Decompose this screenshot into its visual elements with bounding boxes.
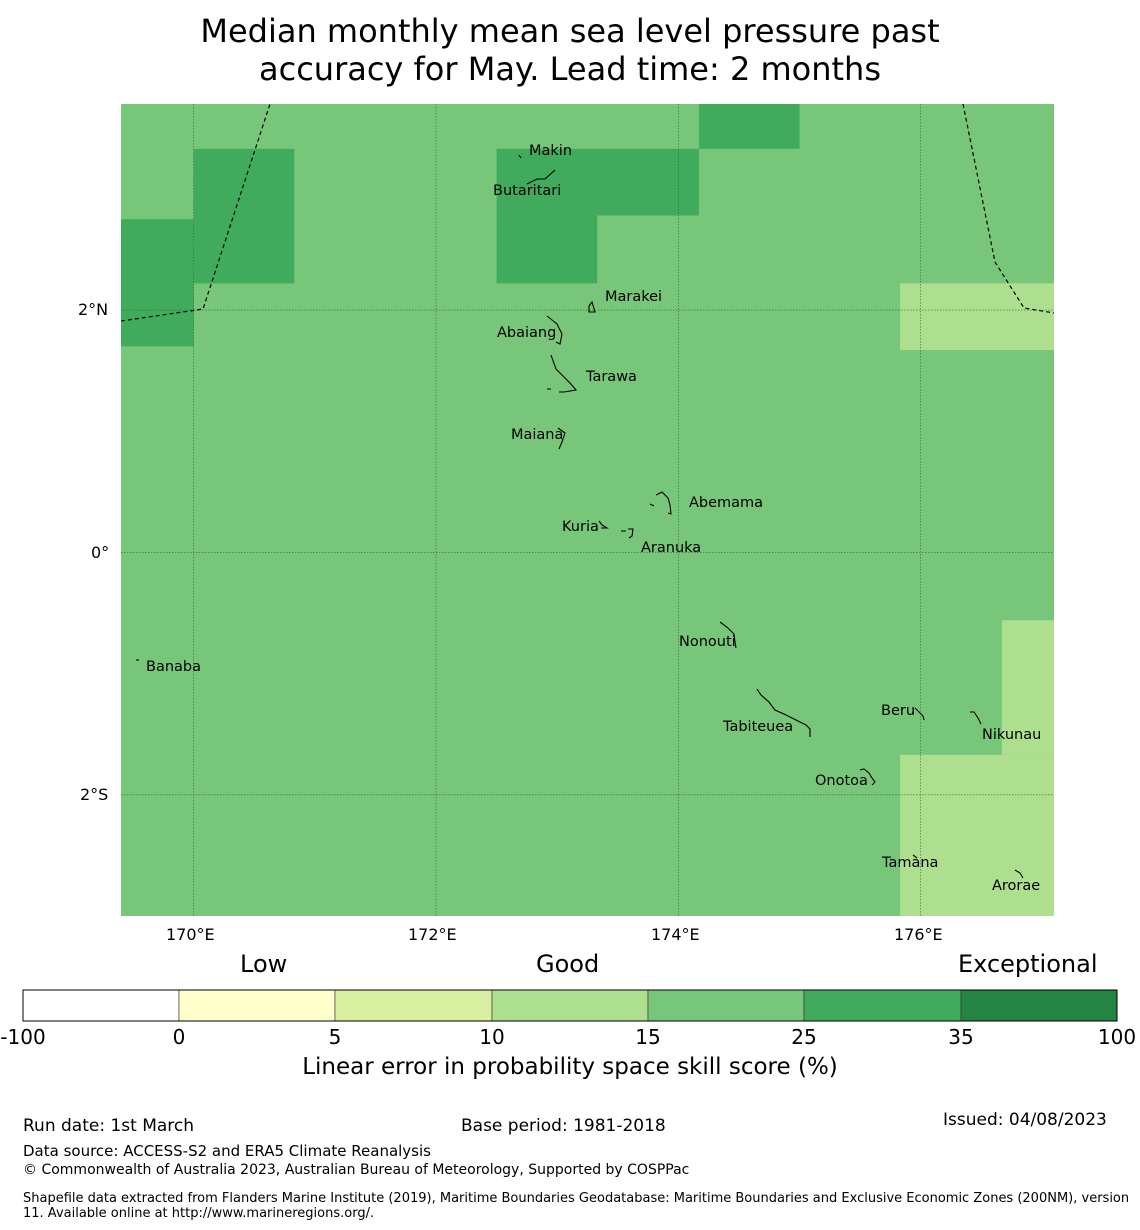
island-label-aranuka: Aranuka xyxy=(641,540,701,556)
grid-cell xyxy=(121,219,194,347)
grid-cell xyxy=(900,754,1054,916)
colorbar-segment xyxy=(803,989,962,1022)
island-outline xyxy=(1014,869,1024,879)
island-outline xyxy=(598,520,609,529)
island-outline xyxy=(526,169,556,185)
colorbar-segment xyxy=(647,989,805,1022)
island-outline xyxy=(546,315,563,345)
island-outline xyxy=(912,854,918,859)
base-period: Base period: 1981-2018 xyxy=(461,1116,666,1136)
island-label-onotoa: Onotoa xyxy=(815,773,868,789)
island-outline xyxy=(547,354,578,393)
lon-tick-176: 176°E xyxy=(894,925,943,944)
colorbar-tick: 35 xyxy=(948,1025,974,1049)
skill-map: Makin Butaritari Marakei Abaiang Tarawa Maian… xyxy=(120,103,1055,916)
island-outline xyxy=(649,491,672,515)
island-label-tabiteuea: Tabiteuea xyxy=(722,719,793,735)
colorbar-tick: 15 xyxy=(635,1025,661,1049)
island-label-makin: Makin xyxy=(529,143,572,159)
island-outline xyxy=(518,154,522,159)
colorbar-tick: 0 xyxy=(172,1025,186,1049)
run-date: Run date: 1st March xyxy=(23,1116,195,1136)
colorbar-segment xyxy=(178,989,336,1022)
island-outline xyxy=(588,300,596,313)
lon-tick-174: 174°E xyxy=(651,925,700,944)
island-label-nonouti: Nonouti xyxy=(679,634,736,650)
category-low: Low xyxy=(240,950,288,978)
island-outline xyxy=(914,707,925,721)
colorbar-segment xyxy=(960,989,1118,1022)
shapefile-credit: Shapefile data extracted from Flanders M… xyxy=(23,1191,1130,1221)
island-label-arorae: Arorae xyxy=(992,878,1040,894)
island-outline xyxy=(719,621,737,649)
island-label-kuria: Kuria xyxy=(562,519,599,535)
colorbar-tick: 100 xyxy=(1097,1025,1137,1049)
colorbar-segment xyxy=(491,989,649,1022)
island-label-tarawa: Tarawa xyxy=(585,369,637,385)
grid-cell xyxy=(900,283,1054,351)
grid-cell xyxy=(121,104,194,220)
island-outline xyxy=(756,688,811,737)
colorbar-tick: 25 xyxy=(791,1025,817,1049)
colorbar-tick: 10 xyxy=(479,1025,505,1049)
island-label-marakei: Marakei xyxy=(605,289,662,305)
island-outline xyxy=(621,528,634,539)
island-label-abemama: Abemama xyxy=(689,495,763,511)
lat-tick-0: 0° xyxy=(91,543,110,562)
lat-tick-2s: 2°S xyxy=(80,785,109,804)
island-outline xyxy=(557,427,566,450)
island-outline xyxy=(970,711,982,725)
title-line-2: accuracy for May. Lead time: 2 months xyxy=(258,50,881,88)
colorbar-segment xyxy=(22,989,180,1022)
island-outline xyxy=(859,768,876,786)
grid-cell xyxy=(496,148,598,284)
island-label-tamana: Tamana xyxy=(881,855,938,871)
colorbar-tick: -100 xyxy=(0,1025,46,1049)
data-source: Data source: ACCESS-S2 and ERA5 Climate … xyxy=(23,1142,431,1160)
colorbar-tick: 5 xyxy=(328,1025,342,1049)
category-good: Good xyxy=(536,950,600,978)
category-exceptional: Exceptional xyxy=(958,950,1098,978)
grid-cell xyxy=(698,104,800,149)
grid-cell xyxy=(1001,620,1054,755)
eez-boundary-west xyxy=(120,103,271,322)
island-label-maiana: Maiana xyxy=(511,427,563,443)
title-line-1: Median monthly mean sea level pressure p… xyxy=(200,12,940,50)
issued-date: Issued: 04/08/2023 xyxy=(943,1110,1107,1130)
grid-cell xyxy=(597,148,699,216)
island-label-nikunau: Nikunau xyxy=(982,727,1041,743)
chart-title: Median monthly mean sea level pressure p… xyxy=(0,12,1140,88)
lon-tick-170: 170°E xyxy=(166,925,215,944)
eez-boundary-east xyxy=(962,103,1055,314)
lat-tick-2n: 2°N xyxy=(78,300,109,319)
colorbar-frame xyxy=(22,989,1118,1022)
colorbar-segment xyxy=(334,989,493,1022)
island-label-butaritari: Butaritari xyxy=(493,183,561,199)
island-label-banaba: Banaba xyxy=(146,659,201,675)
lon-tick-172: 172°E xyxy=(408,925,457,944)
copyright: © Commonwealth of Australia 2023, Austra… xyxy=(23,1162,690,1178)
colorbar-label: Linear error in probability space skill … xyxy=(302,1054,838,1080)
grid-cell xyxy=(193,148,295,284)
island-label-abaiang: Abaiang xyxy=(497,325,556,341)
island-label-beru: Beru xyxy=(881,703,915,719)
